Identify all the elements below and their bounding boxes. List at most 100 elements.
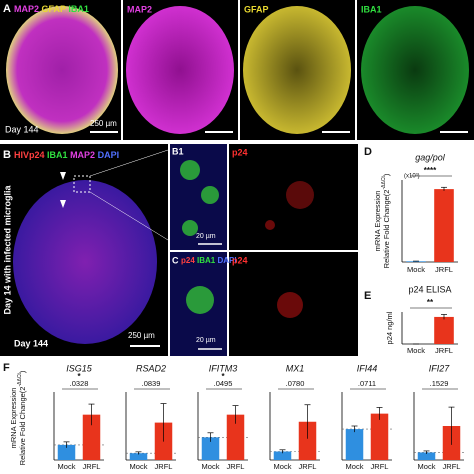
channel-label: IBA1 <box>361 4 382 14</box>
panel-label: D <box>364 146 372 158</box>
cell <box>182 220 198 236</box>
scale-label: 20 µm <box>196 233 216 240</box>
panel-a: A MAP2 GFAP IBA1 MAP2 GFAP IBA1 Day 144 … <box>0 0 474 140</box>
chart-title: p24 ELISA <box>408 284 451 294</box>
x-tick-label: JRFL <box>371 462 389 471</box>
y-axis-label-part: ) <box>382 173 391 176</box>
x-tick-label: JRFL <box>299 462 317 471</box>
y-unit: (x10³) <box>404 174 420 180</box>
chart-title: IFITM3 <box>209 363 238 373</box>
organoid <box>13 180 157 344</box>
scale-label: 250 µm <box>90 119 117 128</box>
bar <box>345 429 364 460</box>
p-value: .0711 <box>358 379 376 388</box>
chart-title: gag/pol <box>415 152 446 162</box>
bar <box>82 414 101 460</box>
bar <box>201 437 220 460</box>
x-tick-label: JRFL <box>227 462 245 471</box>
signal <box>286 181 314 209</box>
channel-legend: MAP2 GFAP IBA1 <box>14 4 89 14</box>
scale-label: 250 µm <box>128 331 155 340</box>
y-axis-label: p24 ng/ml <box>385 311 394 344</box>
x-tick-label: Mock <box>407 265 425 274</box>
bar <box>57 444 76 460</box>
x-tick-label: Mock <box>407 346 425 355</box>
y-axis-label: mRNA ExpressionRelative Fold Change(2-ΔΔ… <box>9 370 27 465</box>
p-value: .1529 <box>430 379 449 388</box>
arrowhead <box>60 172 66 180</box>
y-axis-label-part: Relative Fold Change(2 <box>382 190 391 269</box>
signal <box>277 292 303 318</box>
x-tick-label: Mock <box>418 462 436 471</box>
cell <box>201 186 219 204</box>
inset-line <box>89 149 169 177</box>
bar <box>417 452 436 460</box>
organoid <box>6 6 118 134</box>
chart-title: IFI27 <box>429 363 451 373</box>
cell <box>180 160 200 180</box>
panel-c: C p24 IBA1 DAPI p24 20 µm <box>170 252 358 356</box>
x-tick-label: Mock <box>58 462 76 471</box>
x-tick-label: JRFL <box>155 462 173 471</box>
panel-label: B1 <box>172 146 184 156</box>
channel-label: GFAP <box>244 4 269 14</box>
bar <box>273 451 292 460</box>
bar <box>370 413 389 460</box>
bar <box>298 421 317 460</box>
bar <box>434 316 454 344</box>
organoid <box>361 6 469 134</box>
x-tick-label: Mock <box>130 462 148 471</box>
channel-label: p24 <box>232 147 248 157</box>
y-axis-label-part: p24 ng/ml <box>385 311 394 344</box>
y-axis-label: mRNA ExpressionRelative Fold Change(2-ΔΔ… <box>373 173 391 268</box>
organoid <box>126 6 234 134</box>
bar <box>434 189 454 262</box>
arrowhead <box>60 200 66 208</box>
x-tick-label: Mock <box>274 462 292 471</box>
x-tick-label: JRFL <box>443 462 461 471</box>
chart-title: RSAD2 <box>136 363 166 373</box>
p-value: .0839 <box>142 379 161 388</box>
panel-label: A <box>3 3 11 15</box>
p-value: .0495 <box>214 379 233 388</box>
cell <box>186 286 214 314</box>
chart-title: IFI44 <box>357 363 378 373</box>
signal <box>265 220 275 230</box>
x-tick-label: JRFL <box>83 462 101 471</box>
p-value: .0328 <box>70 379 89 388</box>
channel-label: p24 <box>232 255 248 265</box>
bar <box>226 414 245 460</box>
x-tick-label: Mock <box>202 462 220 471</box>
y-axis-label-part: -ΔΔCt <box>381 176 387 190</box>
x-tick-label: Mock <box>346 462 364 471</box>
x-tick-label: JRFL <box>435 346 453 355</box>
chart-title: ISG15 <box>66 363 93 373</box>
side-title: Day 14 with infected microglia <box>2 184 12 314</box>
channel-legend: HIVp24 IBA1 MAP2 DAPI <box>14 150 119 160</box>
x-tick-label: JRFL <box>435 265 453 274</box>
panel-label: B <box>3 149 11 161</box>
bar <box>406 261 426 262</box>
day-label: Day 144 <box>14 338 48 348</box>
panel-b: B HIVp24 IBA1 MAP2 DAPI Day 14 with infe… <box>0 144 169 356</box>
day-label: Day 144 <box>5 124 39 134</box>
inset-line <box>89 191 169 241</box>
p-value: .0780 <box>286 379 305 388</box>
significance: ** <box>427 298 434 307</box>
significance: * <box>77 372 81 381</box>
bar <box>129 453 148 460</box>
significance: * <box>221 372 225 381</box>
y-axis-label-part: mRNA Expression <box>373 191 382 252</box>
organoid <box>243 6 351 134</box>
significance: **** <box>424 166 437 175</box>
channel-legend: p24 IBA1 DAPI <box>181 256 237 265</box>
channel-label: MAP2 <box>127 4 152 14</box>
inset-box <box>73 175 91 193</box>
chart-title: MX1 <box>286 363 305 373</box>
panel-label: F <box>3 362 10 374</box>
panel-b1: B1 p24 20 µm <box>170 144 358 250</box>
panel-label: C <box>172 255 179 265</box>
panel-label: E <box>364 290 371 302</box>
scale-label: 20 µm <box>196 337 216 344</box>
